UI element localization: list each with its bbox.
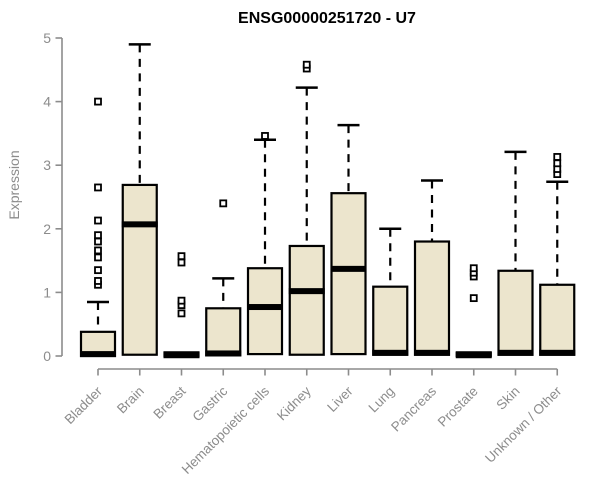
outlier-point [94, 216, 102, 225]
outlier-point [94, 231, 102, 240]
chart-title: ENSG00000251720 - U7 [238, 10, 416, 27]
median-line [414, 349, 450, 356]
median-line [121, 221, 158, 228]
box-iqr [288, 244, 325, 356]
y-tick-label: 1 [43, 284, 51, 300]
median-line [205, 350, 242, 357]
y-tick-label: 3 [43, 157, 51, 173]
outlier-point [94, 266, 102, 275]
outlier-point [94, 277, 102, 285]
outlier-point [469, 294, 478, 303]
x-tick-label-brain: Brain [114, 384, 147, 417]
boxplot-bladder [79, 97, 117, 358]
x-tick-label-kidney: Kidney [274, 383, 314, 423]
boxplot-prostate [455, 264, 492, 359]
y-axis: 0 1 2 3 4 5 [43, 30, 63, 364]
box-iqr [497, 269, 534, 356]
median-line [497, 349, 534, 356]
x-tick-label-lung: Lung [366, 384, 398, 416]
x-tick-label-bladder: Bladder [62, 383, 106, 427]
boxplot-pancreas [413, 179, 451, 356]
box-iqr [372, 285, 409, 356]
boxplot-kidney [288, 60, 325, 356]
box-iqr [246, 267, 284, 356]
x-tick-label-liver: Liver [324, 383, 356, 415]
outlier-point [553, 153, 562, 161]
outlier-point [261, 132, 269, 140]
median-line [455, 351, 492, 359]
boxplot-hematopoietic-cells [246, 132, 284, 356]
outlier-point [94, 183, 102, 192]
x-tick-label-skin: Skin [493, 384, 522, 413]
outlier-point [177, 309, 186, 318]
outlier-point [302, 60, 311, 69]
boxplot-unknown-other [539, 153, 576, 356]
box-iqr [205, 307, 242, 357]
x-tick-label-pancreas: Pancreas [388, 383, 439, 434]
box-iqr [330, 192, 367, 356]
x-tick-label-gastric: Gastric [190, 383, 231, 424]
boxplot-gastric [205, 199, 242, 357]
boxplot-breast [163, 252, 200, 359]
median-line [330, 265, 367, 272]
boxplot-skin [497, 150, 534, 356]
outlier-point [177, 296, 186, 305]
median-line [288, 288, 325, 295]
outlier-point [469, 264, 478, 273]
boxplot-lung [372, 227, 409, 356]
x-tick-label-breast: Breast [150, 383, 188, 421]
outlier-point [94, 246, 102, 255]
outlier-point [94, 237, 102, 246]
y-tick-label: 0 [43, 348, 51, 364]
boxplot-brain [121, 43, 158, 356]
box-iqr [413, 240, 451, 356]
y-tick-label: 4 [43, 94, 51, 110]
box-iqr [121, 183, 158, 356]
outlier-point [94, 253, 102, 262]
y-tick-label: 2 [43, 221, 51, 237]
outlier-point [177, 252, 186, 261]
outlier-point [177, 258, 186, 267]
median-line [539, 349, 576, 356]
outlier-point [219, 199, 228, 208]
boxplot-liver [330, 123, 367, 356]
x-tick-label-prostate: Prostate [435, 384, 481, 430]
outlier-point [553, 159, 562, 168]
median-line [80, 351, 116, 358]
box-iqr [539, 283, 576, 356]
median-line [163, 351, 200, 359]
y-tick-label: 5 [43, 30, 51, 46]
median-line [372, 349, 409, 356]
median-line [247, 304, 283, 311]
outlier-point [94, 97, 102, 106]
x-tick-label-unknown-other: Unknown / Other [482, 383, 565, 466]
